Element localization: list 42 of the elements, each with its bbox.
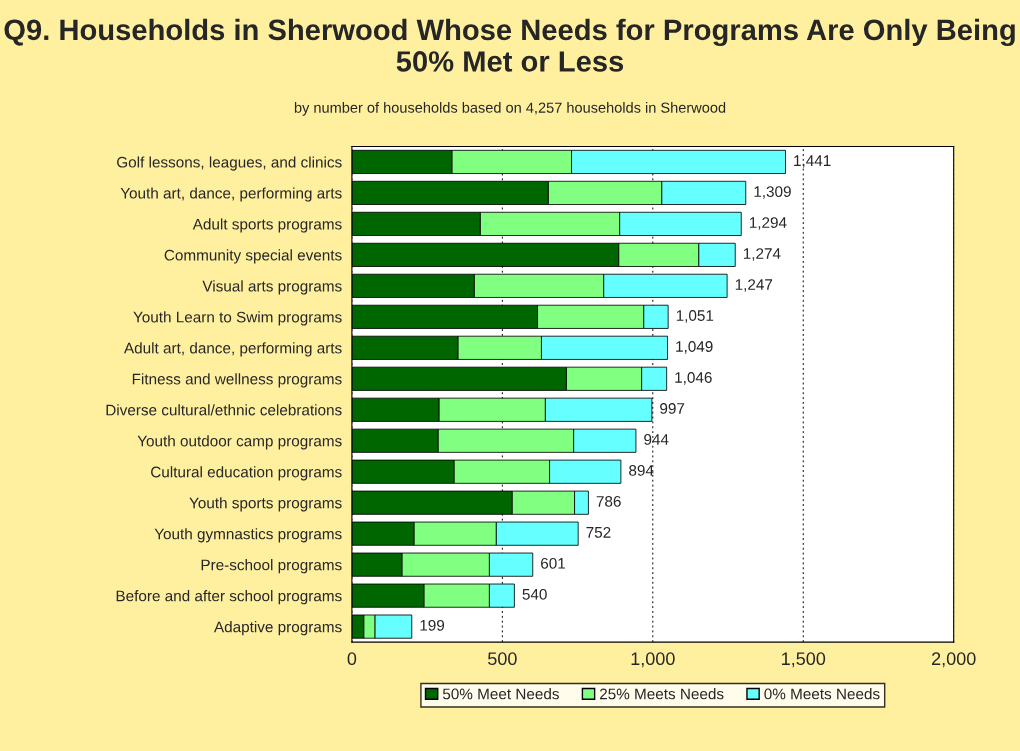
x-tick-label: 500: [488, 652, 517, 666]
legend-label: 0% Meets Needs: [764, 688, 880, 700]
total-label: 199: [420, 619, 445, 631]
total-label: 1,247: [735, 279, 773, 292]
total-label: 1,049: [676, 341, 713, 354]
y-tick-label: Adult art, dance, performing arts: [123, 342, 342, 357]
legend-label: 25% Meets Needs: [599, 688, 724, 700]
total-label: 1,309: [754, 186, 791, 199]
y-tick-label: Youth gymnastics programs: [154, 528, 342, 543]
y-tick-label: Diverse cultural/ethnic celebrations: [106, 404, 342, 416]
x-tick-label: 0: [347, 652, 357, 666]
x-tick-label: 1,500: [782, 652, 826, 668]
chart-subtitle: by number of households based on 4,257 households in Sherwood: [294, 102, 726, 116]
total-label: 1,051: [676, 310, 714, 323]
total-label: 601: [541, 557, 566, 569]
y-tick-label: Community special events: [164, 249, 342, 264]
total-label: 1,046: [675, 372, 712, 385]
y-tick-label: Cultural education programs: [151, 466, 342, 481]
y-tick-label: Adaptive programs: [213, 621, 342, 636]
y-tick-label: Visual arts programs: [202, 280, 342, 295]
y-tick-label: Fitness and wellness programs: [132, 373, 342, 388]
x-tick-label: 2,000: [932, 652, 976, 668]
y-tick-label: Golf lessons, leagues, and clinics: [117, 156, 342, 171]
y-tick-label: Youth Learn to Swim programs: [133, 311, 342, 326]
total-label: 540: [522, 588, 547, 600]
y-tick-label: Youth outdoor camp programs: [137, 435, 342, 450]
total-label: 997: [660, 403, 685, 414]
total-label: 1,294: [749, 217, 787, 230]
legend-label: 50% Meet Needs: [442, 688, 559, 700]
x-tick-label: 1,000: [631, 652, 675, 668]
y-tick-label: Pre-school programs: [201, 559, 342, 574]
total-label: 1,441: [794, 155, 831, 168]
chart-title: Q9. Households in Sherwood Whose Needs for Programs Are Only Being 50% Met or Less: [4, 18, 1015, 72]
total-label: 786: [596, 495, 621, 507]
total-label: 944: [644, 434, 669, 445]
y-tick-label: Before and after school programs: [116, 590, 342, 605]
y-tick-label: Youth art, dance, performing arts: [120, 187, 342, 202]
y-tick-label: Youth sports programs: [189, 497, 342, 512]
total-label: 1,274: [743, 248, 781, 261]
total-label: 752: [586, 526, 611, 538]
y-tick-label: Adult sports programs: [192, 218, 342, 233]
total-label: 894: [629, 465, 654, 476]
